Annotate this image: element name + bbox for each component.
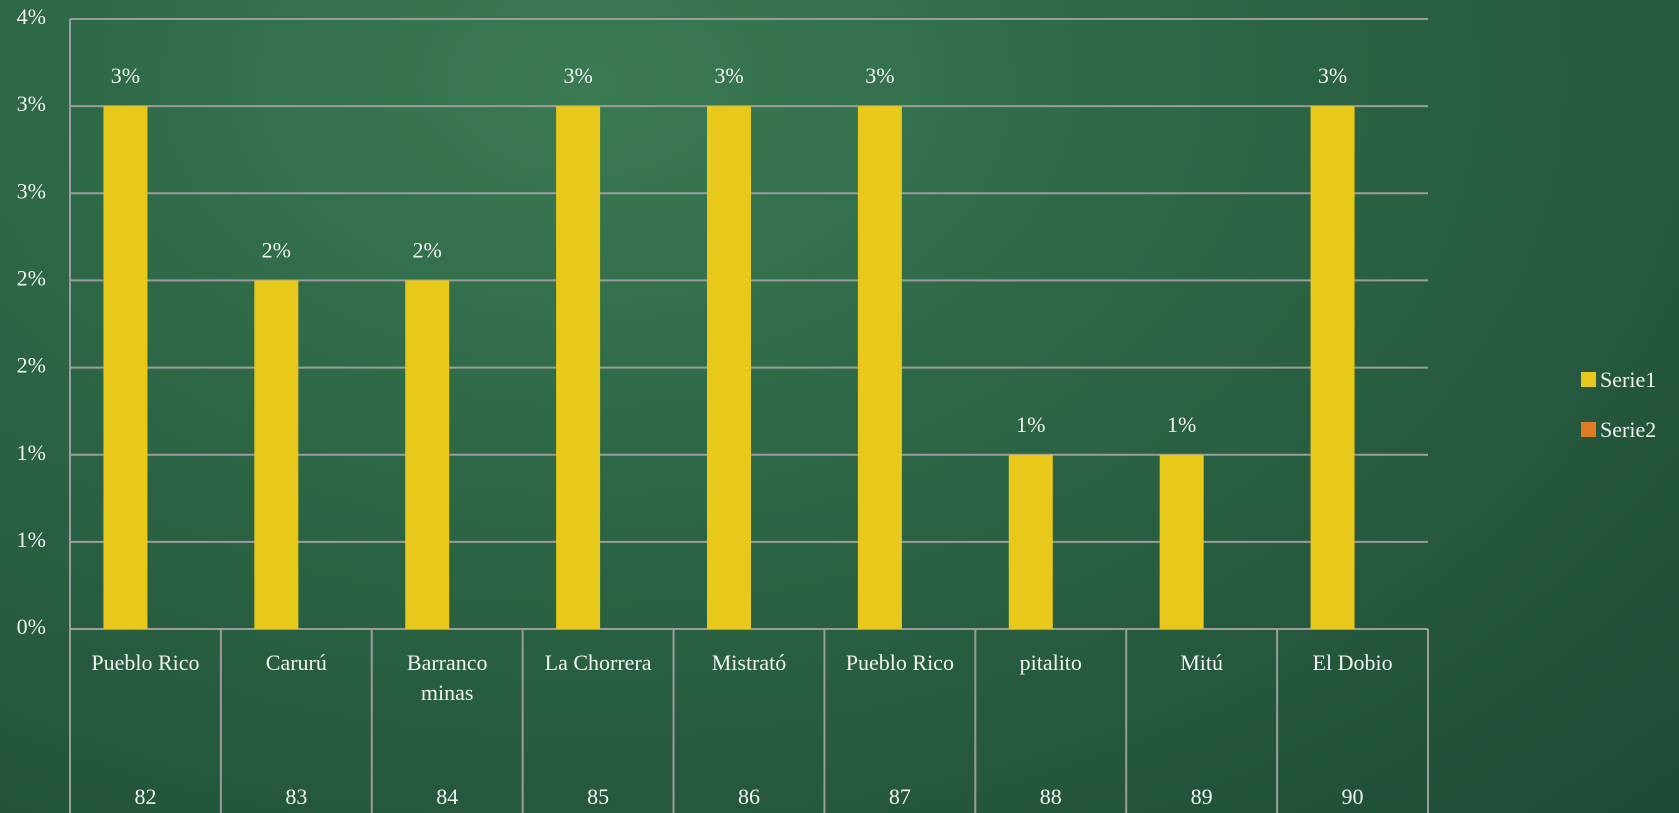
bar — [103, 106, 148, 629]
data-label: 2% — [413, 237, 442, 262]
category-code: 86 — [737, 784, 760, 809]
y-tick-label: 2% — [17, 265, 46, 290]
bar — [857, 106, 902, 629]
data-label: 3% — [111, 63, 140, 88]
y-tick-label: 3% — [17, 91, 46, 116]
data-label: 1% — [1016, 412, 1045, 437]
y-tick-label: 2% — [17, 353, 46, 378]
category-label: El Dobio — [1312, 650, 1393, 675]
legend-label: Serie1 — [1600, 367, 1656, 392]
category-code: 82 — [134, 784, 157, 809]
data-label: 2% — [262, 237, 291, 262]
category-label: Pueblo Rico — [845, 650, 954, 675]
category-label: Mitú — [1180, 650, 1224, 675]
y-tick-label: 1% — [17, 440, 46, 465]
data-label: 1% — [1167, 412, 1196, 437]
category-code: 84 — [436, 784, 459, 809]
category-label: Carurú — [265, 650, 327, 675]
y-tick-label: 3% — [17, 178, 46, 203]
y-tick-label: 4% — [17, 4, 46, 29]
data-label: 3% — [563, 63, 592, 88]
bar — [405, 280, 450, 629]
category-label: La Chorrera — [544, 650, 652, 675]
bar — [1008, 454, 1053, 629]
bar — [1159, 454, 1204, 629]
category-code: 90 — [1341, 784, 1364, 809]
category-code: 87 — [888, 784, 911, 809]
bar — [1310, 106, 1355, 629]
legend-swatch — [1581, 372, 1596, 387]
y-tick-label: 1% — [17, 527, 46, 552]
category-label: Pueblo Rico — [91, 650, 200, 675]
category-label: Mistrató — [711, 650, 787, 675]
category-code: 83 — [285, 784, 308, 809]
y-tick-label: 0% — [17, 614, 46, 639]
bar — [556, 106, 601, 629]
category-code: 85 — [587, 784, 610, 809]
category-label: Barranco minas — [406, 650, 488, 705]
category-label: pitalito — [1019, 650, 1082, 675]
bar — [254, 280, 299, 629]
data-label: 3% — [1318, 63, 1347, 88]
legend-label: Serie2 — [1600, 417, 1656, 442]
bar — [707, 106, 751, 629]
category-code: 88 — [1039, 784, 1062, 809]
legend-swatch — [1581, 422, 1596, 437]
data-label: 3% — [865, 63, 894, 88]
category-code: 89 — [1190, 784, 1213, 809]
data-label: 3% — [714, 63, 743, 88]
